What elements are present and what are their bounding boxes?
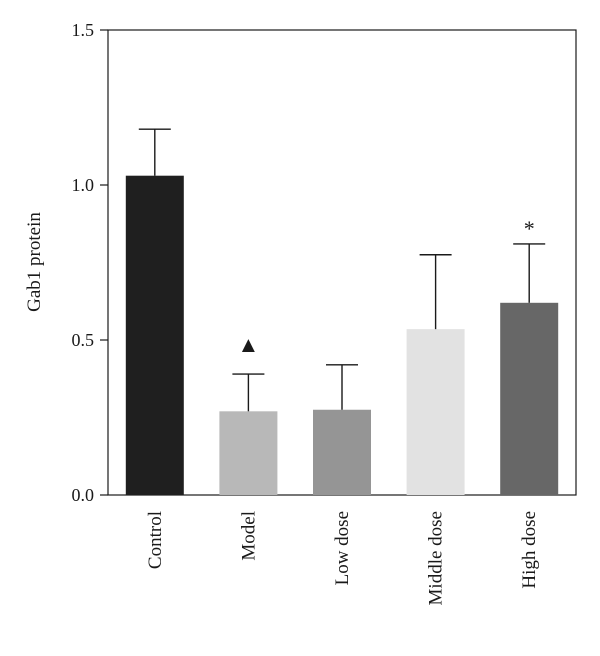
bar-model	[219, 411, 278, 495]
y-axis-title: Gab1 protein	[24, 212, 45, 312]
x-tick-label: Model	[238, 511, 259, 561]
significance-triangle-marker: ▲	[238, 332, 260, 357]
significance-asterisk-marker: *	[524, 216, 535, 241]
bar-control	[125, 175, 184, 495]
y-tick-label: 1.0	[72, 175, 95, 195]
y-tick-label: 0.5	[72, 330, 95, 350]
x-tick-label: Low dose	[332, 511, 353, 585]
bar-high-dose	[500, 302, 559, 495]
error-bars-group	[138, 128, 546, 412]
x-axis: Control Model Low dose Middle dose High dose	[145, 511, 540, 605]
bar-low-dose	[313, 409, 371, 495]
y-tick-label: 0.0	[72, 485, 95, 505]
bar-middle-dose	[406, 329, 465, 495]
x-tick-label: High dose	[519, 511, 540, 589]
x-tick-label: Control	[145, 511, 166, 569]
y-tick-label: 1.5	[72, 20, 95, 40]
x-tick-label: Middle dose	[426, 511, 447, 605]
bars-group	[125, 175, 559, 495]
annotations-group: ▲*	[238, 216, 535, 357]
y-axis: 0.0 0.5 1.0 1.5	[72, 20, 108, 505]
